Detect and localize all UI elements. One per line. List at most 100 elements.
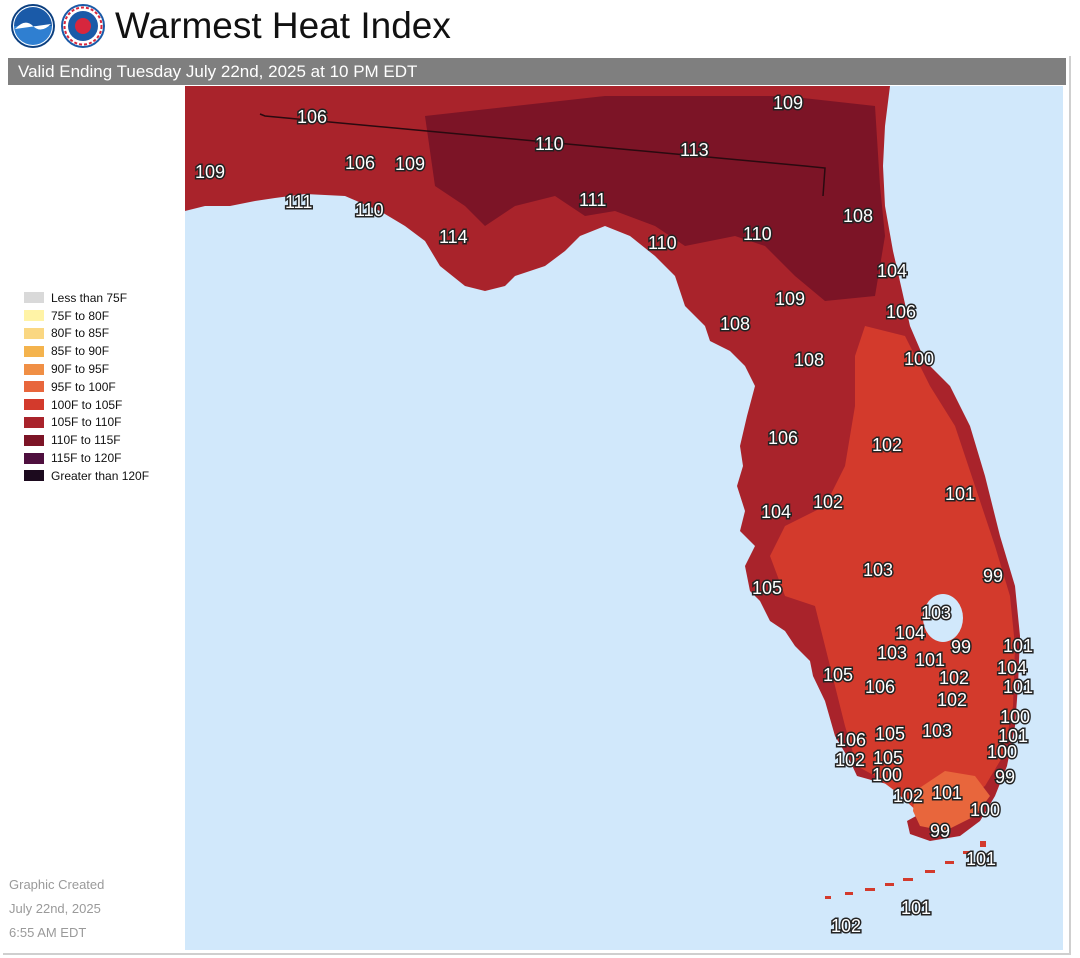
value-label: 101 (1003, 636, 1033, 656)
legend-swatch (24, 292, 44, 304)
legend-label: Less than 75F (51, 290, 128, 305)
value-label: 101 (998, 726, 1028, 746)
value-label: 102 (813, 492, 843, 512)
lake-okeechobee (923, 594, 963, 642)
map-frame: Warmest Heat Index Valid Ending Tuesday … (3, 0, 1071, 955)
value-label: 99 (930, 821, 950, 841)
value-label: 110 (355, 200, 384, 220)
legend: Less than 75F 75F to 80F 80F to 85F 85F … (24, 289, 149, 485)
value-label: 103 (921, 603, 951, 623)
value-label: 105 (875, 724, 905, 744)
value-label: 106 (836, 730, 866, 750)
legend-swatch (24, 470, 44, 482)
value-label: 106 (345, 153, 375, 173)
value-label: 104 (895, 623, 925, 643)
florida-keys (825, 841, 986, 899)
value-label: 113 (680, 140, 709, 160)
value-label: 104 (877, 261, 907, 281)
noaa-logo-icon (11, 4, 55, 48)
legend-label: 75F to 80F (51, 308, 110, 323)
value-label: 105 (823, 665, 853, 685)
value-label: 100 (970, 800, 1000, 820)
value-label: 110 (648, 233, 677, 253)
value-label: 106 (886, 302, 916, 322)
legend-swatch (24, 345, 44, 357)
value-label: 103 (863, 560, 893, 580)
value-label: 103 (877, 643, 907, 663)
value-label: 111 (285, 192, 312, 212)
value-label: 100 (1000, 707, 1030, 727)
heat-zone-110-115 (425, 96, 885, 301)
value-label: 101 (915, 650, 945, 670)
legend-swatch (24, 310, 44, 322)
value-label: 102 (835, 750, 865, 770)
credit-line2: July 22nd, 2025 (9, 901, 101, 916)
value-label: 109 (195, 162, 225, 182)
legend-item: 100F to 105F (24, 396, 149, 414)
value-label: 102 (872, 435, 902, 455)
legend-swatch (24, 363, 44, 375)
valid-time-text: Valid Ending Tuesday July 22nd, 2025 at … (18, 62, 418, 81)
legend-label: 115F to 120F (51, 451, 122, 466)
value-label: 101 (945, 484, 975, 504)
value-label: 103 (922, 721, 952, 741)
value-label: 106 (865, 677, 895, 697)
legend-label: 90F to 95F (51, 362, 110, 377)
nws-logo-icon (61, 4, 105, 48)
value-label: 101 (966, 849, 996, 869)
value-label: 108 (843, 206, 873, 226)
value-label: 99 (951, 637, 971, 657)
legend-item: Less than 75F (24, 289, 149, 307)
legend-item: 115F to 120F (24, 449, 149, 467)
legend-item: 110F to 115F (24, 431, 149, 449)
legend-item: 90F to 95F (24, 360, 149, 378)
legend-swatch (24, 416, 44, 428)
value-label: 104 (761, 502, 791, 522)
heat-zone-95-100 (913, 771, 990, 831)
heat-index-map: 106 109 109 106 109 110 113 111 110 114 … (185, 86, 1063, 950)
legend-label: 85F to 90F (51, 344, 110, 359)
legend-swatch (24, 434, 44, 446)
legend-swatch (24, 381, 44, 393)
value-label: 106 (297, 107, 327, 127)
value-label: 100 (872, 765, 902, 785)
value-label: 106 (768, 428, 798, 448)
legend-item: 95F to 100F (24, 378, 149, 396)
valid-time-bar: Valid Ending Tuesday July 22nd, 2025 at … (8, 58, 1066, 85)
value-label: 108 (720, 314, 750, 334)
legend-item: 80F to 85F (24, 325, 149, 343)
legend-label: 95F to 100F (51, 379, 116, 394)
value-label: 109 (773, 93, 803, 113)
value-label: 110 (535, 134, 564, 154)
state-border (259, 113, 826, 197)
value-label: 109 (775, 289, 805, 309)
heat-zone-100-105 (770, 326, 1015, 814)
legend-label: 110F to 115F (51, 433, 121, 448)
credit-line1: Graphic Created (9, 877, 105, 892)
legend-label: 80F to 85F (51, 326, 110, 341)
value-label: 101 (1003, 677, 1033, 697)
legend-label: 105F to 110F (51, 415, 122, 430)
legend-label: 100F to 105F (51, 397, 123, 412)
value-label: 102 (937, 690, 967, 710)
value-label: 111 (579, 190, 606, 210)
legend-swatch (24, 327, 44, 339)
value-label: 100 (987, 742, 1017, 762)
credit-line3: 6:55 AM EDT (9, 925, 87, 940)
value-label: 101 (901, 898, 931, 918)
value-label: 108 (794, 350, 824, 370)
value-label: 99 (995, 767, 1015, 787)
legend-label: Greater than 120F (51, 468, 150, 483)
page-title: Warmest Heat Index (115, 5, 451, 46)
legend-item: 75F to 80F (24, 307, 149, 325)
value-label: 109 (395, 154, 425, 174)
value-labels: 106 109 109 106 109 110 113 111 110 114 … (194, 92, 1035, 938)
value-label: 110 (743, 224, 772, 244)
value-label: 99 (983, 566, 1003, 586)
value-label: 101 (932, 783, 962, 803)
value-label: 100 (904, 349, 934, 369)
legend-item: Greater than 120F (24, 467, 149, 485)
value-label: 102 (831, 916, 861, 936)
legend-item: 105F to 110F (24, 414, 149, 432)
value-label: 105 (752, 578, 782, 598)
